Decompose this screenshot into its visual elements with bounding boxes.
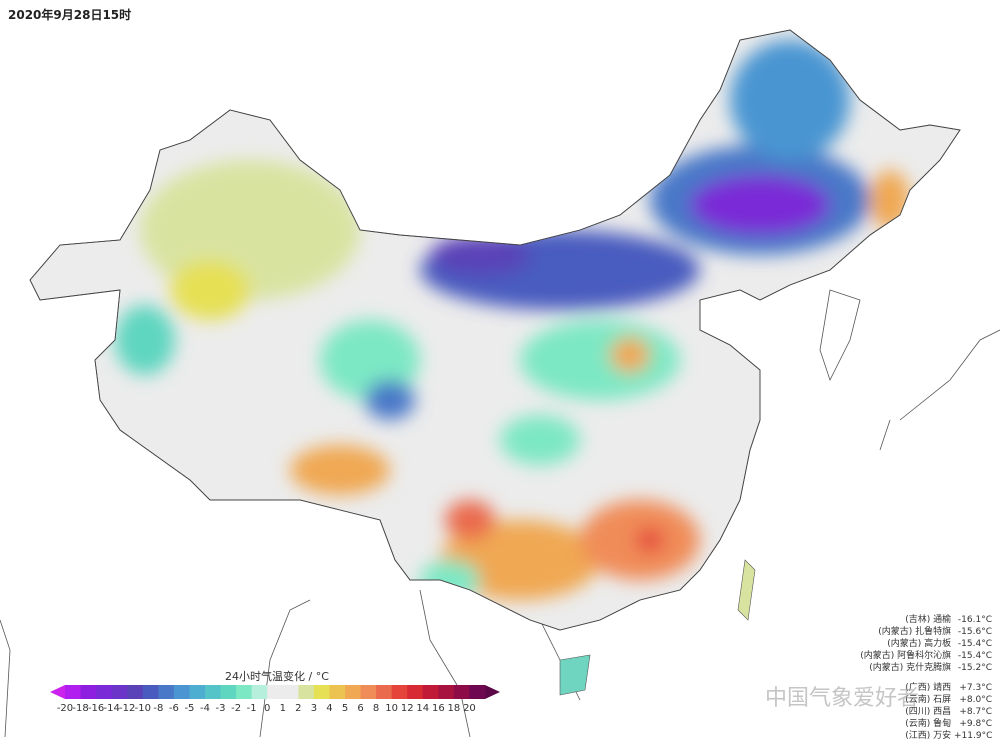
colorbar-segment xyxy=(345,685,362,699)
colorbar-segment xyxy=(407,685,424,699)
colorbar-segment xyxy=(329,685,346,699)
colorbar-tick-label: -10 xyxy=(134,703,151,714)
colorbar-ticks: -20 -18 -16 -14 -12 -10 -8 -6 -5 -4 -3 -2 -1 0 1 2 3 4 5 6 8… xyxy=(50,703,500,717)
warming-station-row: (广西) 靖西 +7.3°C xyxy=(905,683,992,693)
cooling-station-row: (内蒙古) 高力板 -15.4°C xyxy=(887,639,992,649)
colorbar-tick-label: 6 xyxy=(357,703,364,714)
colorbar-tick-label: -8 xyxy=(153,703,164,714)
colorbar-segment xyxy=(360,685,377,699)
colorbar-segment xyxy=(158,685,175,699)
colorbar-segment xyxy=(127,685,144,699)
colorbar-segment xyxy=(267,685,284,699)
watermark: 中国气象爱好者 xyxy=(765,686,920,711)
colorbar-segment xyxy=(453,685,470,699)
colorbar-tick-label: -18 xyxy=(72,703,89,714)
colorbar-tick-label: 8 xyxy=(372,703,380,714)
colorbar-segment xyxy=(111,685,128,699)
colorbar-tick-label: 14 xyxy=(416,703,430,714)
colorbar-segment xyxy=(220,685,237,699)
colorbar-segment xyxy=(422,685,439,699)
warming-station-row: (江西) 万安 +11.9°C xyxy=(905,731,993,741)
colorbar-tick-label: 10 xyxy=(385,703,399,714)
cooling-station-row: (内蒙古) 扎鲁特旗 -15.6°C xyxy=(878,627,992,637)
colorbar-tick-label: -1 xyxy=(246,703,257,714)
colorbar-segment xyxy=(282,685,299,699)
colorbar-tick-label: -2 xyxy=(231,703,242,714)
colorbar xyxy=(50,685,500,699)
colorbar-tick-label: 16 xyxy=(431,703,445,714)
colorbar-tick-label: -6 xyxy=(168,703,179,714)
cooling-station-row: (内蒙古) 克什克腾旗 -15.2°C xyxy=(869,663,992,673)
korea-outline xyxy=(819,289,861,382)
colorbar-tick-label: -5 xyxy=(184,703,195,714)
japan-outline xyxy=(879,329,1000,451)
colorbar-segment xyxy=(438,685,455,699)
cooling-station-row: (内蒙古) 阿鲁科尔沁旗 -15.4°C xyxy=(860,651,992,661)
warming-station-row: (云南) 石屏 +8.0°C xyxy=(905,695,992,705)
warming-station-row: (四川) 西昌 +8.7°C xyxy=(905,707,992,717)
taiwan-island xyxy=(737,559,756,621)
colorbar-tick-label: 2 xyxy=(295,703,302,714)
hainan-island xyxy=(559,654,591,696)
colorbar-tick-label: 20 xyxy=(463,703,476,714)
colorbar-segment xyxy=(313,685,330,699)
colorbar-segment xyxy=(391,685,408,699)
colorbar-tick-label: 4 xyxy=(326,703,333,714)
colorbar-tick-label: 12 xyxy=(400,703,414,714)
cooling-station-row: (吉林) 通榆 -16.1°C xyxy=(905,615,992,625)
colorbar-segment xyxy=(298,685,315,699)
colorbar-segment xyxy=(251,685,268,699)
colorbar-segment xyxy=(173,685,190,699)
colorbar-tick-label: 18 xyxy=(447,703,461,714)
colorbar-tick-label: 0 xyxy=(264,703,271,714)
station-extremes-list: (吉林) 通榆 -16.1°C (内蒙古) 扎鲁特旗 -15.6°C (内蒙古) 高… xyxy=(860,614,992,742)
colorbar-tick-label: -12 xyxy=(119,703,136,714)
colorbar-segment xyxy=(65,685,82,699)
colorbar-min-arrow xyxy=(50,685,65,699)
colorbar-segment xyxy=(189,685,206,699)
colorbar-segment xyxy=(205,685,222,699)
colorbar-segment xyxy=(80,685,97,699)
colorbar-segment xyxy=(142,685,159,699)
colorbar-tick-label: 5 xyxy=(341,703,349,714)
colorbar-segment xyxy=(96,685,113,699)
colorbar-tick-label: -4 xyxy=(200,703,210,714)
colorbar-segment xyxy=(376,685,393,699)
colorbar-title: 24小时气温变化 / °C xyxy=(225,670,329,683)
colorbar-tick-label: 3 xyxy=(310,703,318,714)
warming-station-row: (云南) 鲁甸 +9.8°C xyxy=(905,719,992,729)
colorbar-tick-label: 1 xyxy=(279,703,286,714)
colorbar-tick-label: -16 xyxy=(87,703,105,714)
colorbar-max-arrow xyxy=(485,685,500,699)
colorbar-tick-label: -3 xyxy=(215,703,226,714)
colorbar-segment xyxy=(236,685,253,699)
colorbar-segment xyxy=(469,685,486,699)
map-timestamp-title: 2020年9月28日15时 xyxy=(8,8,132,22)
colorbar-tick-label: -20 xyxy=(56,703,74,714)
colorbar-tick-label: -14 xyxy=(103,703,120,714)
